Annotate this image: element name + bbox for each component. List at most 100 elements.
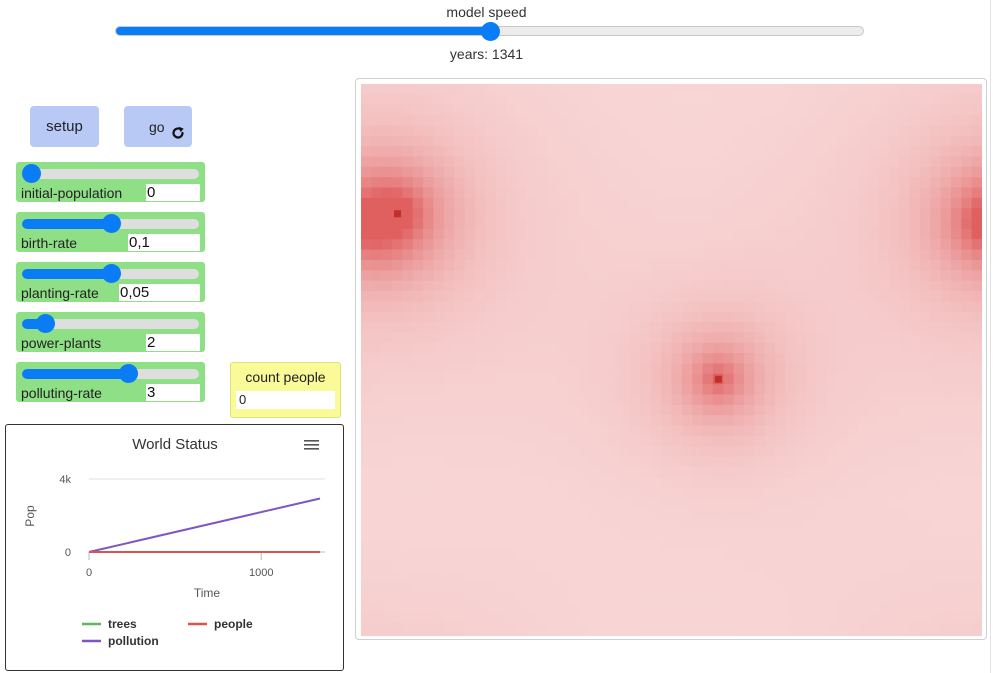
patch — [536, 322, 548, 333]
slider-value[interactable]: 2 — [146, 334, 200, 351]
patch — [526, 466, 538, 478]
patch — [650, 239, 662, 251]
page-scrollbar[interactable] — [990, 0, 991, 673]
slider-track[interactable] — [22, 369, 199, 379]
slider-thumb[interactable] — [101, 214, 121, 233]
patch — [816, 239, 828, 251]
patch — [650, 177, 662, 188]
slider-birth-rate[interactable]: birth-rate 0,1 — [16, 212, 205, 252]
patch — [495, 591, 507, 602]
patch — [712, 322, 724, 333]
patch — [775, 394, 786, 406]
patch — [371, 632, 383, 636]
patch — [868, 446, 879, 458]
patch — [505, 228, 517, 240]
patch — [599, 508, 610, 520]
patch — [847, 197, 859, 209]
patch — [909, 342, 921, 354]
model-speed-thumb[interactable] — [480, 22, 500, 41]
patch — [671, 477, 683, 489]
patch — [588, 632, 600, 636]
patch — [743, 291, 755, 302]
patch — [775, 363, 786, 375]
patch — [826, 115, 838, 126]
slider-thumb[interactable] — [36, 314, 55, 333]
slider-track[interactable] — [22, 169, 199, 179]
patch — [671, 384, 683, 395]
slider-thumb[interactable] — [22, 164, 41, 183]
patch — [650, 84, 662, 95]
patch — [423, 404, 434, 416]
slider-polluting-rate[interactable]: polluting-rate 3 — [16, 362, 205, 402]
patch — [392, 611, 403, 623]
slider-initial-population[interactable]: initial-population 0 — [16, 162, 205, 202]
patch — [630, 622, 641, 634]
patch — [712, 177, 724, 188]
patch — [712, 611, 724, 623]
patch — [557, 104, 569, 116]
patch — [454, 228, 465, 240]
patch — [857, 228, 869, 240]
patch — [495, 529, 507, 540]
patch — [402, 487, 414, 499]
patch — [795, 487, 807, 499]
patch — [495, 197, 507, 209]
patch — [588, 84, 600, 95]
slider-value[interactable]: 0 — [146, 184, 200, 201]
patch — [578, 146, 590, 157]
patch — [495, 135, 507, 147]
patch — [443, 435, 455, 447]
patch — [681, 446, 693, 458]
patch — [940, 446, 952, 458]
patch — [588, 435, 600, 447]
patch — [402, 342, 414, 354]
slider-planting-rate[interactable]: planting-rate 0,05 — [16, 262, 205, 302]
patch — [505, 197, 517, 209]
slider-value[interactable]: 3 — [146, 384, 200, 401]
slider-value[interactable]: 0,05 — [119, 284, 200, 301]
patch — [392, 177, 403, 188]
patch — [640, 166, 652, 178]
patch — [930, 332, 942, 344]
patch — [764, 425, 776, 437]
patch — [816, 404, 828, 416]
slider-track[interactable] — [22, 319, 199, 329]
patch — [775, 529, 786, 540]
setup-button[interactable]: setup — [30, 106, 99, 147]
patch — [412, 601, 424, 613]
patch — [516, 466, 528, 478]
patch — [919, 466, 931, 478]
patch — [837, 363, 848, 375]
patch — [857, 156, 869, 168]
slider-thumb[interactable] — [119, 364, 139, 383]
patch — [361, 477, 372, 489]
patch — [857, 508, 869, 520]
patch — [878, 456, 890, 468]
patch — [640, 322, 652, 333]
patch — [733, 311, 745, 323]
slider-thumb[interactable] — [101, 264, 121, 283]
patch — [495, 570, 507, 582]
patch — [578, 166, 590, 178]
patch — [743, 539, 755, 551]
patch — [536, 477, 548, 489]
patch — [433, 259, 445, 271]
patch — [536, 498, 548, 509]
world-view[interactable] — [361, 84, 982, 636]
patch — [857, 435, 869, 447]
slider-value[interactable]: 0,1 — [128, 234, 200, 251]
patch — [795, 218, 807, 230]
patch — [433, 435, 445, 447]
patch — [630, 208, 641, 220]
patch — [454, 342, 465, 354]
patch — [775, 197, 786, 209]
slider-power-plants[interactable]: power-plants 2 — [16, 312, 205, 352]
patch — [557, 115, 569, 126]
patch — [868, 228, 879, 240]
patch — [433, 373, 445, 385]
patch — [516, 363, 528, 375]
patch — [764, 322, 776, 333]
go-button[interactable]: go — [124, 106, 192, 147]
patch — [971, 404, 982, 416]
patch — [919, 228, 931, 240]
